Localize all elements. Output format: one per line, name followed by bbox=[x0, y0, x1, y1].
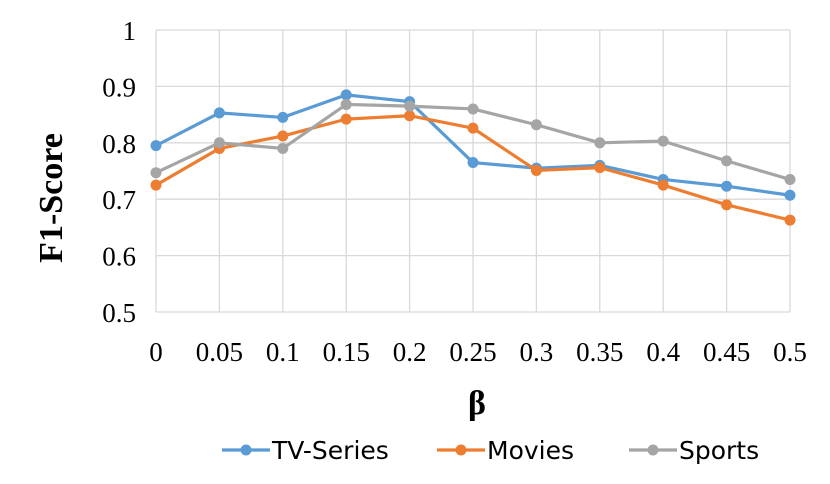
data-point bbox=[277, 130, 289, 142]
y-tick-label: 1 bbox=[123, 16, 137, 46]
x-tick-label: 0.05 bbox=[196, 337, 243, 367]
data-point bbox=[277, 142, 289, 154]
x-tick-label: 0.25 bbox=[449, 337, 496, 367]
data-point bbox=[721, 155, 733, 167]
data-point bbox=[530, 119, 542, 131]
y-axis-ticks: 0.5 0.6 0.7 0.8 0.9 1 bbox=[102, 16, 136, 328]
y-tick-label: 0.7 bbox=[102, 185, 136, 215]
data-point bbox=[657, 135, 669, 147]
data-point bbox=[721, 199, 733, 211]
data-point bbox=[277, 111, 289, 123]
data-point bbox=[784, 214, 796, 226]
x-tick-label: 0 bbox=[149, 337, 163, 367]
data-point bbox=[467, 157, 479, 169]
series-movies bbox=[150, 110, 796, 226]
legend-swatch-marker bbox=[647, 444, 659, 456]
legend-swatch-marker bbox=[240, 444, 252, 456]
data-point bbox=[404, 100, 416, 112]
x-tick-label: 0.35 bbox=[576, 337, 623, 367]
data-point bbox=[340, 113, 352, 125]
y-tick-label: 0.6 bbox=[102, 242, 136, 272]
grid bbox=[155, 29, 791, 313]
data-point bbox=[340, 98, 352, 110]
legend-swatch-marker bbox=[455, 444, 467, 456]
y-tick-label: 0.8 bbox=[102, 129, 136, 159]
data-point bbox=[404, 110, 416, 122]
legend-item: Movies bbox=[437, 436, 574, 465]
data-point bbox=[657, 179, 669, 191]
data-point bbox=[213, 107, 225, 119]
x-tick-label: 0.2 bbox=[393, 337, 427, 367]
data-point bbox=[340, 89, 352, 101]
legend-label: Sports bbox=[679, 436, 759, 465]
x-tick-label: 0.15 bbox=[323, 337, 370, 367]
x-tick-label: 0.5 bbox=[773, 337, 807, 367]
data-point bbox=[594, 162, 606, 174]
x-tick-label: 0.1 bbox=[266, 337, 300, 367]
legend-label: Movies bbox=[487, 436, 574, 465]
data-point bbox=[721, 180, 733, 192]
y-tick-label: 0.5 bbox=[102, 298, 136, 328]
series-sports bbox=[150, 98, 796, 185]
x-axis-ticks: 0 0.05 0.1 0.15 0.2 0.25 0.3 0.35 0.4 0.45 0.5 bbox=[149, 337, 807, 367]
data-point bbox=[530, 164, 542, 176]
legend: TV-Series Movies Sports bbox=[222, 436, 759, 465]
x-axis-title: β bbox=[468, 385, 486, 422]
y-tick-label: 0.9 bbox=[102, 72, 136, 102]
data-point bbox=[150, 167, 162, 179]
data-point bbox=[467, 122, 479, 134]
data-point bbox=[594, 137, 606, 149]
legend-item: TV-Series bbox=[222, 436, 389, 465]
data-point bbox=[150, 140, 162, 152]
legend-item: Sports bbox=[629, 436, 759, 465]
data-point bbox=[784, 173, 796, 185]
data-point bbox=[213, 137, 225, 149]
x-tick-label: 0.45 bbox=[703, 337, 750, 367]
data-point bbox=[150, 179, 162, 191]
x-tick-label: 0.3 bbox=[520, 337, 554, 367]
data-point bbox=[784, 189, 796, 201]
data-point bbox=[467, 103, 479, 115]
legend-label: TV-Series bbox=[271, 436, 389, 465]
x-tick-label: 0.4 bbox=[646, 337, 680, 367]
series-lines bbox=[150, 89, 796, 226]
y-axis-title: F1-Score bbox=[33, 133, 70, 263]
